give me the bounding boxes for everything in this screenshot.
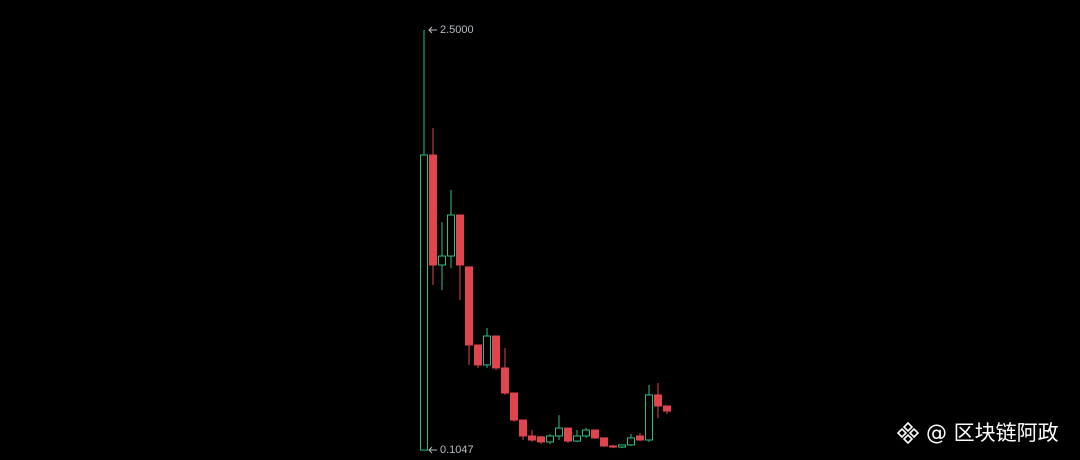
candle-body [456,214,464,266]
candle-body [429,154,437,266]
candle-body [645,394,653,441]
candle-body [483,335,491,366]
candle-body [582,429,590,437]
watermark: @ 区块链阿政 [926,421,1059,445]
candle-body [573,435,581,442]
candle-body [537,436,545,443]
candle-body [447,214,455,257]
candle-body [663,405,671,412]
annotation-label: 0.1047 [440,444,474,456]
candle-body [564,427,572,442]
annotation-arrow [428,26,437,34]
candle-body [654,394,662,407]
candle-body [546,435,554,443]
binance-logo [896,421,920,445]
candle-body [510,392,518,421]
candle-body [627,437,635,446]
candle-body [474,344,482,366]
candle-body [609,445,617,448]
candle-body [501,367,509,394]
annotation-label: 2.5000 [440,24,474,36]
candle-body [555,427,563,437]
candle-body [438,255,446,266]
candle-body [618,444,626,448]
candle-body [600,437,608,447]
candle-body [591,429,599,439]
candle-body [465,266,473,346]
candle-body [420,154,428,451]
candle-body [492,335,500,369]
candle-body [636,435,644,441]
candle-body [528,435,536,441]
candle-body [519,419,527,437]
annotation-arrow [428,446,437,454]
